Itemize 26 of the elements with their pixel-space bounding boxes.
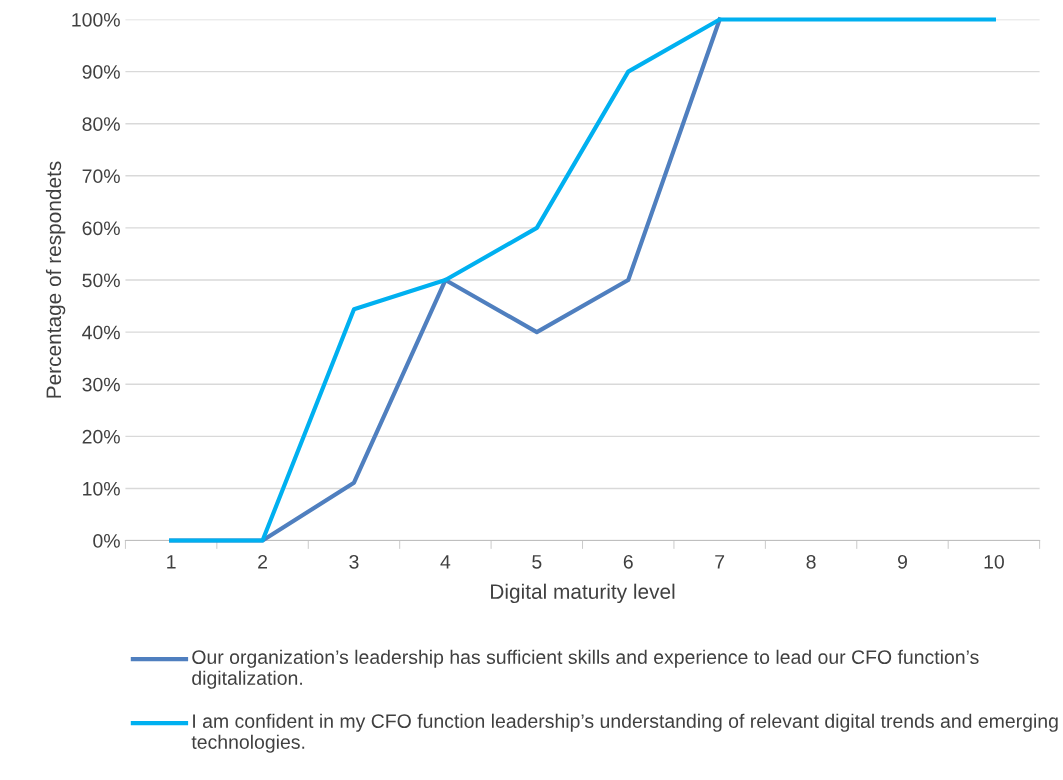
legend-label: I am confident in my CFO function leadership’s understanding of relevant digital trends and emerging technologies.: [191, 713, 1058, 753]
y-tick-label: 10%: [83, 481, 120, 496]
x-tick-label: 3: [349, 554, 359, 569]
y-tick-label: 50%: [82, 273, 120, 288]
x-tick-label: 10: [984, 554, 1004, 569]
y-tick-label: 60%: [82, 221, 120, 236]
y-axis-title: Percentage of respondets: [45, 161, 66, 398]
y-tick-label: 40%: [82, 325, 120, 340]
x-tick-label: 1: [167, 555, 176, 569]
x-tick-label: 5: [532, 555, 542, 569]
y-tick-label: 0%: [93, 534, 120, 548]
legend-label: Our organization’s leadership has sufficient skills and experience to lead our CFO function’s digitalization.: [192, 649, 979, 689]
line-series: [169, 17, 996, 543]
y-tick-label: 20%: [82, 429, 120, 444]
x-tick-label: 7: [715, 555, 725, 569]
y-tick-label: 30%: [82, 377, 120, 392]
x-tick-label: 9: [897, 554, 907, 569]
x-axis-title: Digital maturity level: [491, 583, 675, 604]
x-tick-label: 8: [806, 554, 816, 569]
x-tick-label: 4: [440, 555, 451, 569]
x-tick-label: 2: [258, 554, 267, 569]
y-tick-label: 80%: [82, 117, 120, 131]
y-tick-label: 70%: [82, 169, 120, 184]
y-tick-label: 90%: [82, 65, 120, 79]
y-tick-label: 100%: [72, 12, 120, 27]
x-tick-label: 6: [623, 554, 633, 569]
